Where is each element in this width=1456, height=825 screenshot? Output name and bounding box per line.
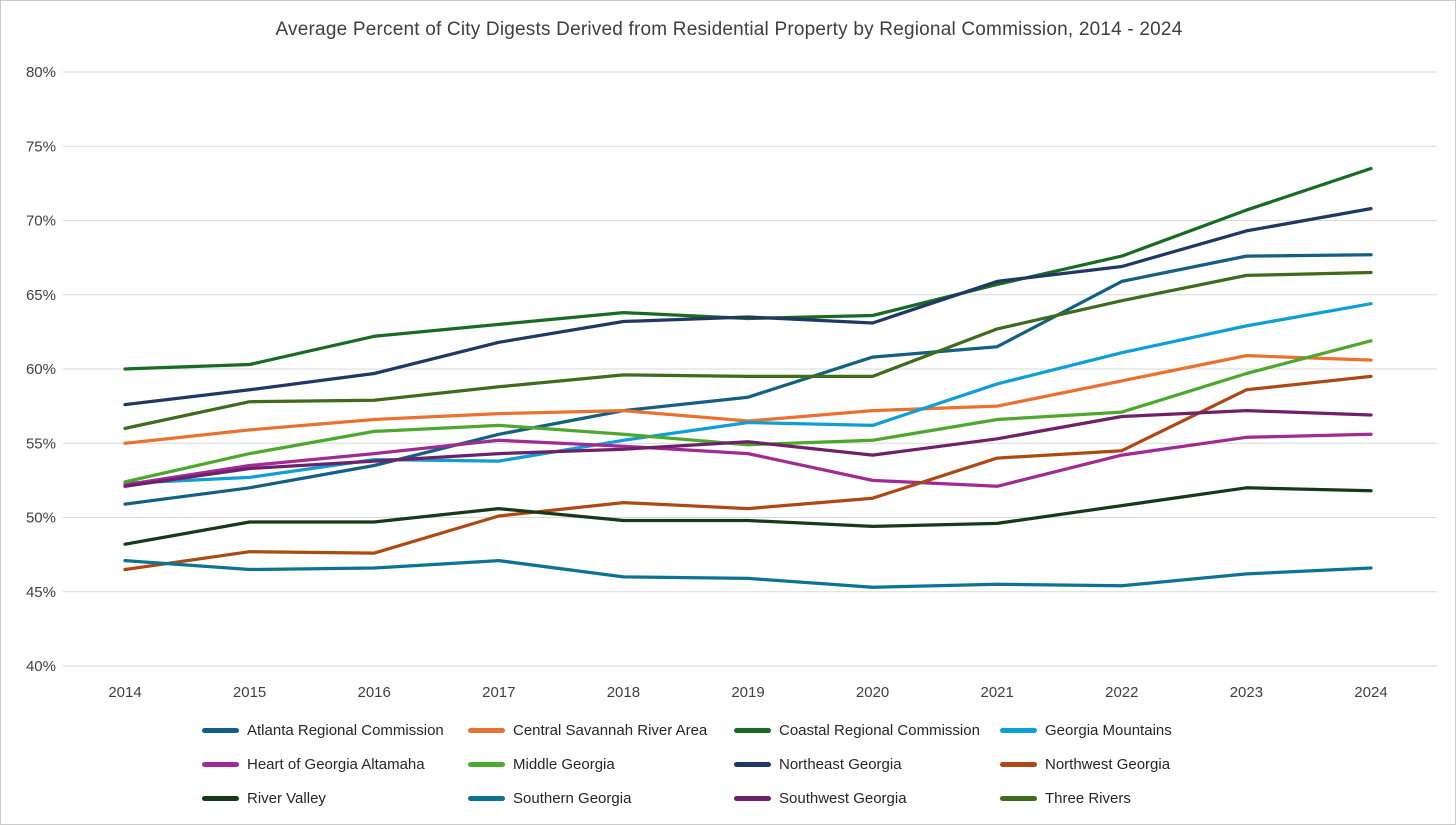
- legend-item-three-rivers: Three Rivers: [1000, 788, 1280, 809]
- legend-swatch: [202, 728, 239, 733]
- legend-item-southern-georgia: Southern Georgia: [468, 788, 734, 809]
- chart-legend: Atlanta Regional Commission Central Savan…: [202, 720, 1280, 809]
- legend-label: Middle Georgia: [513, 756, 615, 773]
- legend-label: Coastal Regional Commission: [779, 722, 980, 739]
- legend-label: Georgia Mountains: [1045, 722, 1172, 739]
- legend-label: Northeast Georgia: [779, 756, 902, 773]
- y-axis-tick-label: 40%: [26, 658, 56, 675]
- series-line-southern-georgia: [123, 558, 1373, 589]
- legend-swatch: [1000, 762, 1037, 767]
- legend-swatch: [468, 796, 505, 801]
- x-axis-tick-label: 2015: [233, 684, 266, 701]
- legend-item-central-savannah-river-area: Central Savannah River Area: [468, 720, 734, 741]
- series-line-atlanta-regional-commission: [123, 253, 1373, 506]
- legend-label: Heart of Georgia Altamaha: [247, 756, 425, 773]
- x-axis-tick-label: 2024: [1354, 684, 1387, 701]
- y-axis-tick-label: 75%: [26, 138, 56, 155]
- legend-swatch: [468, 762, 505, 767]
- legend-swatch: [202, 796, 239, 801]
- legend-item-northwest-georgia: Northwest Georgia: [1000, 754, 1280, 775]
- series-line-southwest-georgia: [123, 408, 1373, 488]
- legend-item-river-valley: River Valley: [202, 788, 468, 809]
- series-line-three-rivers: [123, 270, 1373, 431]
- legend-swatch: [1000, 728, 1037, 733]
- series-line-river-valley: [123, 486, 1373, 546]
- x-axis-tick-label: 2022: [1105, 684, 1138, 701]
- legend-item-southwest-georgia: Southwest Georgia: [734, 788, 1000, 809]
- x-axis-tick-label: 2021: [981, 684, 1014, 701]
- legend-label: Southern Georgia: [513, 790, 632, 807]
- legend-item-coastal-regional-commission: Coastal Regional Commission: [734, 720, 1000, 741]
- chart-title: Average Percent of City Digests Derived …: [275, 19, 1183, 40]
- legend-item-middle-georgia: Middle Georgia: [468, 754, 734, 775]
- y-axis-tick-label: 45%: [26, 584, 56, 601]
- x-axis-tick-label: 2017: [482, 684, 515, 701]
- legend-label: Three Rivers: [1045, 790, 1131, 807]
- x-axis-tick-label: 2023: [1230, 684, 1263, 701]
- y-axis-tick-label: 50%: [26, 510, 56, 527]
- legend-swatch: [734, 762, 771, 767]
- legend-swatch: [202, 762, 239, 767]
- legend-swatch: [468, 728, 505, 733]
- legend-label: River Valley: [247, 790, 326, 807]
- series-line-northwest-georgia: [123, 374, 1373, 572]
- legend-swatch: [1000, 796, 1037, 801]
- y-axis-tick-label: 80%: [26, 64, 56, 81]
- legend-item-georgia-mountains: Georgia Mountains: [1000, 720, 1280, 741]
- y-axis-tick-label: 65%: [26, 287, 56, 304]
- legend-item-northeast-georgia: Northeast Georgia: [734, 754, 1000, 775]
- legend-swatch: [734, 728, 771, 733]
- series-line-northeast-georgia: [123, 206, 1373, 407]
- series-line-heart-of-georgia-altamaha: [123, 432, 1373, 488]
- x-axis-tick-label: 2016: [358, 684, 391, 701]
- legend-label: Southwest Georgia: [779, 790, 907, 807]
- legend-swatch: [734, 796, 771, 801]
- legend-item-atlanta-regional-commission: Atlanta Regional Commission: [202, 720, 468, 741]
- y-axis-tick-label: 60%: [26, 361, 56, 378]
- legend-item-heart-of-georgia-altamaha: Heart of Georgia Altamaha: [202, 754, 468, 775]
- y-axis-tick-label: 55%: [26, 435, 56, 452]
- x-axis-tick-label: 2014: [108, 684, 141, 701]
- series-line-georgia-mountains: [123, 302, 1373, 485]
- legend-label: Northwest Georgia: [1045, 756, 1171, 773]
- legend-label: Central Savannah River Area: [513, 722, 708, 739]
- x-axis-tick-label: 2018: [607, 684, 640, 701]
- y-axis-tick-label: 70%: [26, 213, 56, 230]
- x-axis-tick-label: 2019: [731, 684, 764, 701]
- legend-label: Atlanta Regional Commission: [247, 722, 444, 739]
- x-axis-tick-label: 2020: [856, 684, 889, 701]
- series-line-middle-georgia: [123, 339, 1373, 484]
